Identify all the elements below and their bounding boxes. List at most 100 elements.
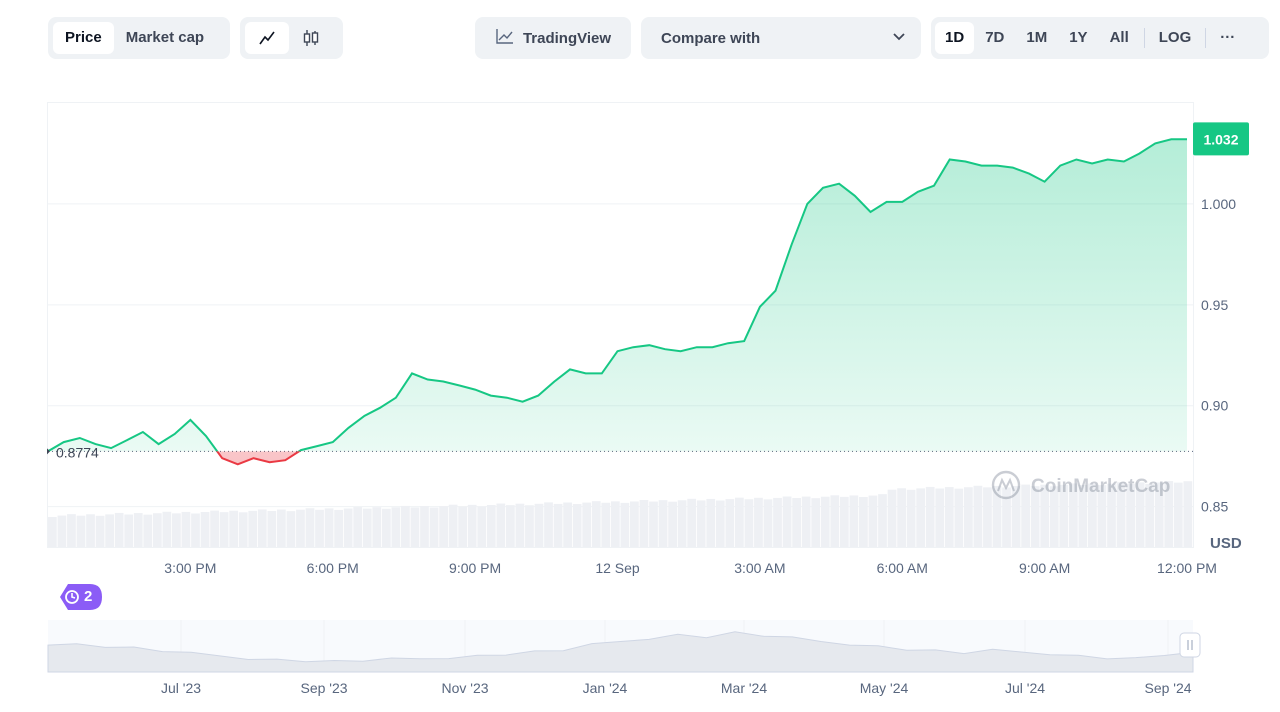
volume-bar [763, 499, 773, 547]
volume-bar [868, 495, 878, 547]
navigator-handle[interactable] [1179, 632, 1201, 658]
nav-label: Sep '24 [1144, 680, 1192, 696]
candlestick-icon[interactable] [289, 22, 333, 54]
volume-bar [553, 503, 563, 547]
volume-bar [67, 514, 76, 547]
y-tick-label: 0.85 [1201, 499, 1228, 515]
y-tick-label: 0.95 [1201, 297, 1228, 313]
volume-bar [467, 504, 477, 547]
volume-bar [362, 508, 372, 547]
volume-bar [124, 514, 134, 547]
more-options-button[interactable]: ··· [1220, 29, 1236, 46]
x-tick-label: 6:00 AM [877, 560, 928, 576]
log-toggle[interactable]: LOG [1158, 29, 1192, 46]
volume-bar [1088, 483, 1097, 547]
nav-label: May '24 [859, 680, 909, 696]
line-chart-icon[interactable] [245, 22, 289, 54]
volume-bar [219, 512, 229, 547]
volume-bar [1078, 484, 1088, 547]
x-tick-label: 12 Sep [595, 560, 640, 576]
volume-bar [658, 500, 668, 547]
price-marketcap-toggle: Price Market cap [48, 17, 230, 59]
range-1d[interactable]: 1D [935, 22, 975, 54]
volume-bar [57, 515, 67, 547]
volume-bar [811, 498, 821, 547]
volume-bar [105, 514, 114, 547]
volume-bar [782, 496, 792, 547]
price-tab[interactable]: Price [53, 22, 114, 54]
volume-bar [849, 495, 859, 547]
y-axis: 0.85 0.90 0.95 1.000 [1201, 196, 1236, 515]
volume-bar [859, 497, 868, 547]
volume-bar [152, 513, 162, 547]
volume-bar [372, 507, 382, 547]
volume-bar [973, 485, 983, 547]
market-cap-tab[interactable]: Market cap [125, 29, 205, 46]
volume-bar [1097, 485, 1107, 547]
volume-bar [448, 504, 458, 547]
price-line-up [47, 138, 1187, 452]
volume-bar [544, 502, 553, 547]
nav-label: Mar '24 [720, 680, 768, 696]
volume-bar [1116, 482, 1126, 547]
volume-bar [610, 501, 620, 547]
volume-bar [191, 513, 200, 547]
volume-bar [401, 505, 410, 547]
range-1m[interactable]: 1M [1026, 29, 1048, 46]
history-badge[interactable]: 2 [52, 582, 102, 612]
volume-bar [1030, 486, 1040, 547]
volume-bar [964, 487, 973, 547]
volume-bar [343, 508, 353, 547]
volume-bar [649, 501, 658, 547]
history-count: 2 [84, 588, 93, 605]
volume-bar [1049, 486, 1059, 547]
volume-bar [1135, 482, 1145, 547]
x-tick-label: 9:00 AM [1019, 560, 1070, 576]
price-area-up [48, 139, 1187, 452]
volume-bar [162, 511, 172, 547]
current-price-value: 1.032 [1203, 131, 1238, 147]
x-axis: 3:00 PM 6:00 PM 9:00 PM 12 Sep 3:00 AM 6:00 A… [164, 560, 1217, 576]
volume-bar [735, 497, 744, 547]
volume-bar [906, 489, 916, 547]
range-7d[interactable]: 7D [985, 29, 1005, 46]
volume-bar [200, 512, 210, 547]
volume-bar [143, 514, 153, 547]
volume-bar [95, 515, 105, 547]
range-all[interactable]: All [1109, 29, 1129, 46]
volume-bar [677, 500, 687, 547]
volume-bar [696, 500, 706, 547]
volume-bar [324, 508, 334, 547]
volume-bar [935, 488, 945, 547]
volume-bar [839, 496, 849, 547]
compare-dropdown[interactable]: Compare with [641, 17, 921, 59]
currency-label: USD [1210, 535, 1242, 552]
volume-bar [133, 513, 143, 547]
volume-bar [572, 504, 582, 547]
volume-bar [916, 488, 926, 547]
current-price-label: 1.032 [1193, 122, 1249, 156]
volume-bar [792, 498, 801, 547]
volume-bar [114, 512, 124, 547]
volume-bars [48, 481, 1193, 547]
volume-bar [668, 501, 677, 547]
chevron-down-icon [891, 28, 907, 48]
volume-bar [48, 517, 57, 547]
x-tick-label: 3:00 AM [734, 560, 785, 576]
volume-bar [420, 506, 429, 547]
tradingview-button[interactable]: TradingView [475, 17, 631, 59]
range-1y[interactable]: 1Y [1069, 29, 1088, 46]
volume-bar [1011, 486, 1021, 547]
volume-bar [458, 506, 468, 547]
volume-bar [248, 510, 258, 547]
watermark-text: CoinMarketCap [1031, 476, 1170, 497]
volume-bar [181, 511, 191, 547]
volume-bar [410, 507, 420, 547]
volume-bar [706, 498, 716, 547]
price-chart[interactable]: CoinMarketCap 0.85 0.90 0.95 1.000 3:00 PM 6… [0, 0, 1280, 576]
tradingview-label: TradingView [522, 29, 612, 47]
volume-bar [1040, 484, 1050, 547]
volume-bar [820, 496, 830, 547]
nav-label: Nov '23 [441, 680, 489, 696]
x-tick-label: 9:00 PM [449, 560, 501, 576]
